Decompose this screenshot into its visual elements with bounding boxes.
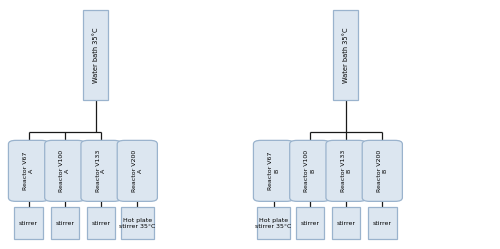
Text: Reactor V200
B: Reactor V200 B <box>377 150 388 192</box>
FancyBboxPatch shape <box>368 207 396 239</box>
Text: stirrer: stirrer <box>56 221 74 226</box>
Text: Reactor V100
A: Reactor V100 A <box>60 150 70 192</box>
FancyBboxPatch shape <box>333 10 358 100</box>
Text: Reactor V133
B: Reactor V133 B <box>340 150 351 192</box>
FancyBboxPatch shape <box>14 207 42 239</box>
FancyBboxPatch shape <box>290 140 330 201</box>
FancyBboxPatch shape <box>296 207 324 239</box>
FancyBboxPatch shape <box>332 207 360 239</box>
Text: stirrer: stirrer <box>19 221 38 226</box>
Text: Hot plate
stirrer 35°C: Hot plate stirrer 35°C <box>256 218 292 229</box>
Text: Reactor V200
A: Reactor V200 A <box>132 150 142 192</box>
Text: Hot plate
stirrer 35°C: Hot plate stirrer 35°C <box>119 218 156 229</box>
Text: stirrer: stirrer <box>300 221 320 226</box>
Text: Reactor V67
B: Reactor V67 B <box>268 152 279 190</box>
Text: Water bath 35°C: Water bath 35°C <box>342 27 348 83</box>
FancyBboxPatch shape <box>254 140 294 201</box>
Text: stirrer: stirrer <box>373 221 392 226</box>
FancyBboxPatch shape <box>326 140 366 201</box>
Text: stirrer: stirrer <box>92 221 110 226</box>
FancyBboxPatch shape <box>362 140 403 201</box>
FancyBboxPatch shape <box>44 140 85 201</box>
FancyBboxPatch shape <box>117 140 158 201</box>
FancyBboxPatch shape <box>83 10 108 100</box>
FancyBboxPatch shape <box>87 207 115 239</box>
FancyBboxPatch shape <box>257 207 290 239</box>
Text: Reactor V100
B: Reactor V100 B <box>304 150 315 192</box>
Text: Reactor V133
A: Reactor V133 A <box>96 150 106 192</box>
Text: Reactor V67
A: Reactor V67 A <box>23 152 34 190</box>
FancyBboxPatch shape <box>8 140 48 201</box>
Text: stirrer: stirrer <box>336 221 355 226</box>
FancyBboxPatch shape <box>120 207 154 239</box>
FancyBboxPatch shape <box>50 207 79 239</box>
FancyBboxPatch shape <box>81 140 121 201</box>
Text: Water bath 35°C: Water bath 35°C <box>92 27 98 83</box>
